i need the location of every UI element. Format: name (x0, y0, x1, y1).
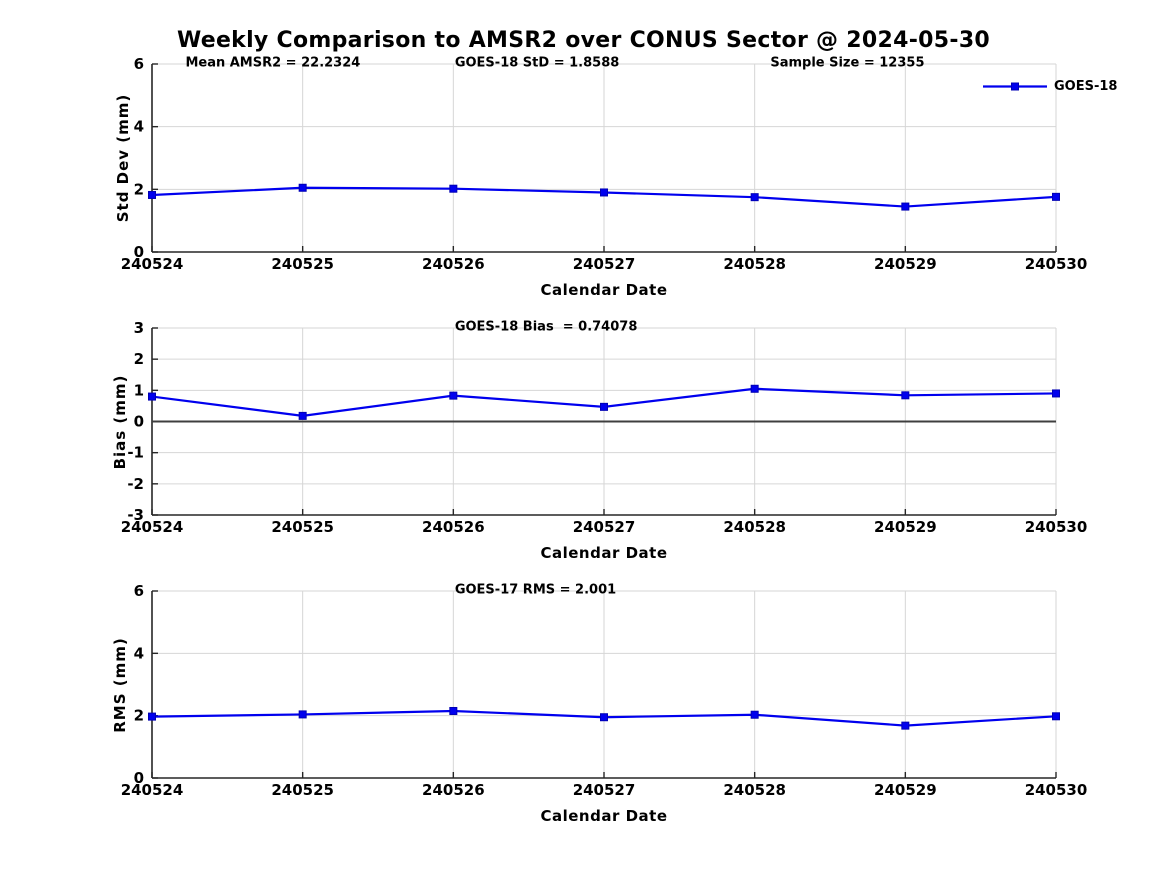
x-tick-label: 240529 (874, 781, 937, 799)
data-point-marker (449, 391, 458, 400)
x-tick-label: 240530 (1025, 781, 1088, 799)
y-tick-label: 2 (134, 707, 144, 725)
figure-title: Weekly Comparison to AMSR2 over CONUS Se… (176, 28, 991, 53)
data-point-marker (901, 391, 910, 400)
bias-x-axis-label: Calendar Date (540, 544, 668, 562)
data-point-marker (750, 193, 759, 202)
y-tick-label: 2 (134, 180, 144, 198)
data-point-marker (298, 411, 307, 420)
data-point-marker (148, 712, 156, 721)
data-point-marker (901, 721, 910, 730)
x-tick-label: 240529 (874, 518, 937, 536)
data-point-marker (600, 402, 608, 411)
data-point-marker (750, 710, 759, 719)
annotation-goes18-std: GOES-18 StD = 1.8588 (454, 55, 620, 71)
y-tick-label: -3 (127, 506, 144, 524)
x-tick-label: 240528 (723, 255, 786, 273)
annotation-goes18-bias: GOES-18 Bias = 0.74078 (454, 319, 638, 335)
x-tick-label: 240524 (121, 518, 184, 536)
y-tick-label: 4 (134, 118, 144, 136)
x-tick-label: 240524 (121, 781, 184, 799)
y-tick-label: 1 (134, 381, 144, 399)
x-tick-label: 240526 (422, 781, 485, 799)
x-tick-label: 240528 (723, 518, 786, 536)
y-tick-label: 0 (134, 769, 144, 787)
data-point-marker (1052, 389, 1060, 398)
data-point-marker (298, 710, 307, 719)
y-tick-label: 6 (134, 582, 144, 600)
y-tick-label: 4 (134, 644, 144, 662)
x-tick-label: 240526 (422, 255, 485, 273)
data-point-marker (449, 706, 458, 715)
x-tick-label: 240530 (1025, 518, 1088, 536)
data-point-marker (901, 202, 910, 211)
x-tick-label: 240525 (271, 518, 334, 536)
y-tick-label: 2 (134, 350, 144, 368)
y-tick-label: -2 (127, 475, 144, 493)
y-tick-label: 0 (134, 413, 144, 431)
data-point-marker (1052, 712, 1060, 721)
y-tick-label: -1 (127, 444, 144, 462)
x-tick-label: 240527 (573, 781, 636, 799)
annotation-sample-size: Sample Size = 12355 (770, 55, 925, 71)
x-tick-label: 240525 (271, 255, 334, 273)
x-tick-label: 240528 (723, 781, 786, 799)
x-tick-label: 240529 (874, 255, 937, 273)
annotation-mean-amsr2: Mean AMSR2 = 22.2324 (185, 55, 361, 71)
y-tick-label: 6 (134, 55, 144, 73)
annotation-goes17-rms: GOES-17 RMS = 2.001 (454, 582, 617, 598)
rms-y-axis-label: RMS (mm) (111, 636, 129, 733)
rms-x-axis-label: Calendar Date (540, 807, 668, 825)
data-point-marker (148, 190, 156, 199)
data-point-marker (1052, 192, 1060, 201)
data-point-marker (148, 392, 156, 401)
x-tick-label: 240524 (121, 255, 184, 273)
y-tick-label: 3 (134, 319, 144, 337)
x-tick-label: 240527 (573, 255, 636, 273)
legend: GOES-18 (982, 78, 1117, 95)
x-tick-label: 240530 (1025, 255, 1088, 273)
x-tick-label: 240525 (271, 781, 334, 799)
legend-label: GOES-18 (1054, 79, 1118, 94)
data-point-marker (449, 184, 458, 193)
legend-line-marker-icon (983, 82, 1047, 91)
data-point-marker (750, 384, 759, 393)
x-tick-label: 240527 (573, 518, 636, 536)
data-point-marker (600, 188, 608, 197)
x-tick-label: 240526 (422, 518, 485, 536)
data-point-marker (600, 713, 608, 722)
y-tick-label: 0 (134, 243, 144, 261)
data-point-marker (298, 183, 307, 192)
stddev-x-axis-label: Calendar Date (540, 281, 668, 299)
